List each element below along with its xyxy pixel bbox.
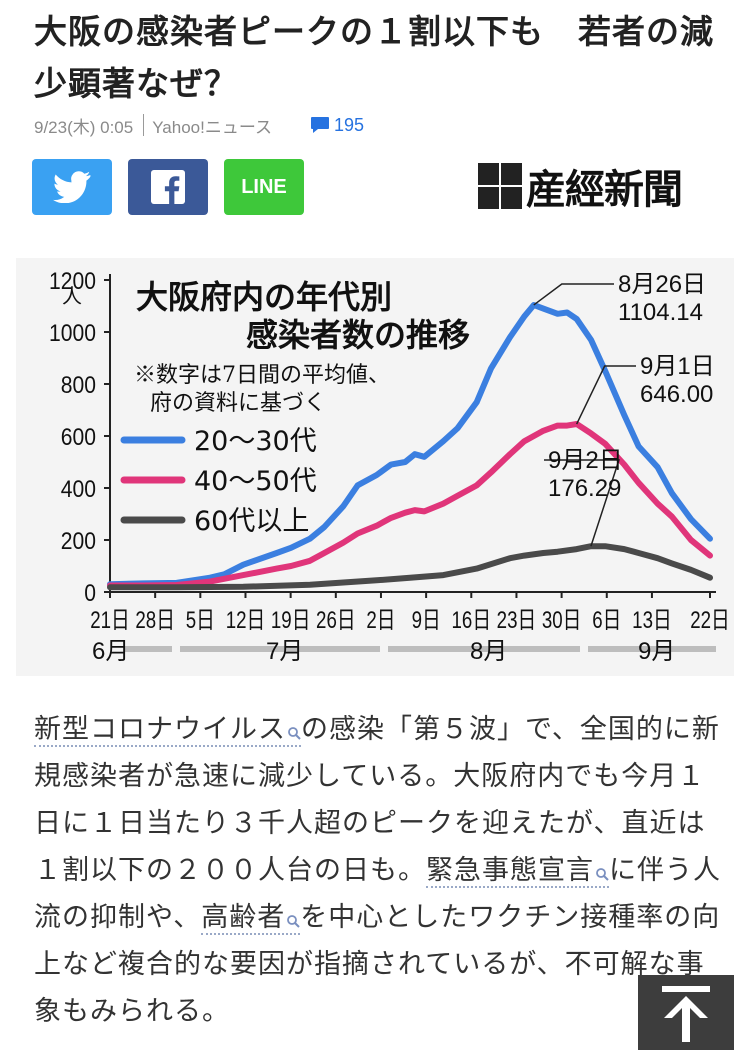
comments-link[interactable]: 195	[310, 115, 364, 136]
chart-canvas: 1200 1000 800 600 400 200 0 人 21日 28日 5日 12日 19日 26日 2…	[49, 268, 730, 665]
x-tick-label: 26日	[316, 607, 356, 634]
annotation-date: 9月1日	[640, 353, 715, 380]
series-line-1	[107, 302, 713, 588]
x-tick-label: 12日	[226, 607, 266, 634]
chart-title-line2: 感染者数の推移	[246, 316, 470, 354]
month-label: 7月	[266, 638, 303, 665]
facebook-f-icon	[151, 170, 185, 204]
comment-bubble-icon	[311, 117, 330, 133]
y-tick-label: 0	[84, 580, 96, 607]
x-tick-label: 23日	[497, 607, 537, 634]
chart-note-line2: 府の資料に基づく	[150, 391, 326, 416]
month-label: 9月	[638, 638, 675, 665]
x-tick-label: 22日	[690, 607, 730, 634]
annotation-value: 1104.14	[618, 299, 703, 326]
annotation-leader	[533, 283, 614, 306]
meta-divider	[143, 114, 145, 136]
x-tick-label: 28日	[135, 607, 175, 634]
legend-label: 40～50代	[194, 466, 317, 497]
article-headline: 大阪の感染者ピークの１割以下も 若者の減少顕著なぜ？	[34, 12, 714, 103]
annotation-date: 9月2日	[548, 447, 623, 474]
x-tick-label: 13日	[632, 607, 672, 634]
annotation-value: 176.29	[548, 475, 621, 502]
month-label: 8月	[470, 638, 507, 665]
y-tick-label: 200	[61, 528, 96, 555]
share-line-button[interactable]: LINE	[224, 159, 304, 215]
y-tick-label: 600	[61, 424, 96, 451]
publish-date: 9/23(木) 0:05	[34, 117, 134, 137]
annotation-leader	[575, 365, 636, 425]
keyword-link-elderly[interactable]: 高齢者	[201, 902, 301, 935]
series-line-3	[107, 543, 713, 591]
x-tick-label: 16日	[452, 607, 492, 634]
x-tick-label: 30日	[542, 607, 582, 634]
publisher-emblem-icon	[478, 163, 522, 209]
article-body: 新型コロナウイルス の感染「第５波」で、全国的に新規感染者が急速に減少している。大…	[34, 706, 724, 1035]
y-tick-label: 400	[61, 476, 96, 503]
magnifier-icon	[288, 727, 301, 740]
body-text-1: の感染「第５波」で、全国的に新規感染者が急速に減少している。大阪府内でも今月１日…	[34, 714, 720, 886]
publisher-logo[interactable]: 産經新聞	[478, 160, 722, 213]
month-band	[124, 646, 172, 652]
comment-count: 195	[334, 114, 365, 135]
share-twitter-button[interactable]	[32, 159, 112, 215]
keyword-link-coronavirus[interactable]: 新型コロナウイルス	[34, 714, 301, 747]
x-tick-label: 9日	[412, 607, 441, 634]
magnifier-icon	[596, 868, 609, 881]
twitter-bird-icon	[53, 171, 91, 203]
magnifier-icon	[287, 915, 300, 928]
publisher-name: 産經新聞	[526, 166, 683, 213]
x-tick-label: 5日	[186, 607, 215, 634]
y-unit-label: 人	[62, 284, 82, 308]
share-facebook-button[interactable]	[128, 159, 208, 215]
x-tick-label: 21日	[90, 607, 130, 634]
series-line-2	[107, 421, 713, 589]
keyword-link-emergency[interactable]: 緊急事態宣言	[426, 855, 609, 888]
chart-note-line1: ※数字は7日間の平均値、	[134, 363, 390, 388]
legend-label: 20～30代	[194, 426, 317, 457]
y-tick-label: 1200	[49, 268, 96, 295]
annotation-value: 646.00	[640, 381, 713, 408]
annotation-date: 8月26日	[618, 271, 706, 298]
month-band	[180, 646, 380, 652]
month-band	[588, 646, 716, 652]
chart-title-line1: 大阪府内の年代別	[136, 278, 392, 316]
arrow-up-icon	[662, 985, 710, 1042]
x-tick-label: 6日	[592, 607, 621, 634]
body-text-3: を中心としたワクチン接種率の向上など複合的な要因が指摘されているが、不可解な事象…	[34, 902, 721, 1027]
body-text-2: に伴う人流の抑制や、	[34, 855, 721, 933]
legend-label: 60代以上	[194, 506, 309, 537]
month-label: 6月	[92, 638, 129, 665]
y-tick-label: 1000	[49, 320, 96, 347]
news-source: Yahoo!ニュース	[152, 117, 273, 137]
infection-chart: 1200 1000 800 600 400 200 0 人 21日 28日 5日 12日 19日 26日 2…	[16, 258, 734, 676]
line-label: LINE	[241, 175, 287, 198]
article-meta: 9/23(木) 0:05 Yahoo!ニュース 195	[34, 112, 364, 138]
x-tick-label: 19日	[271, 607, 311, 634]
x-tick-label: 2日	[366, 607, 395, 634]
y-tick-label: 800	[61, 372, 96, 399]
annotation-leader	[544, 459, 620, 547]
month-band	[388, 646, 580, 652]
back-to-top-button[interactable]	[638, 975, 734, 1050]
